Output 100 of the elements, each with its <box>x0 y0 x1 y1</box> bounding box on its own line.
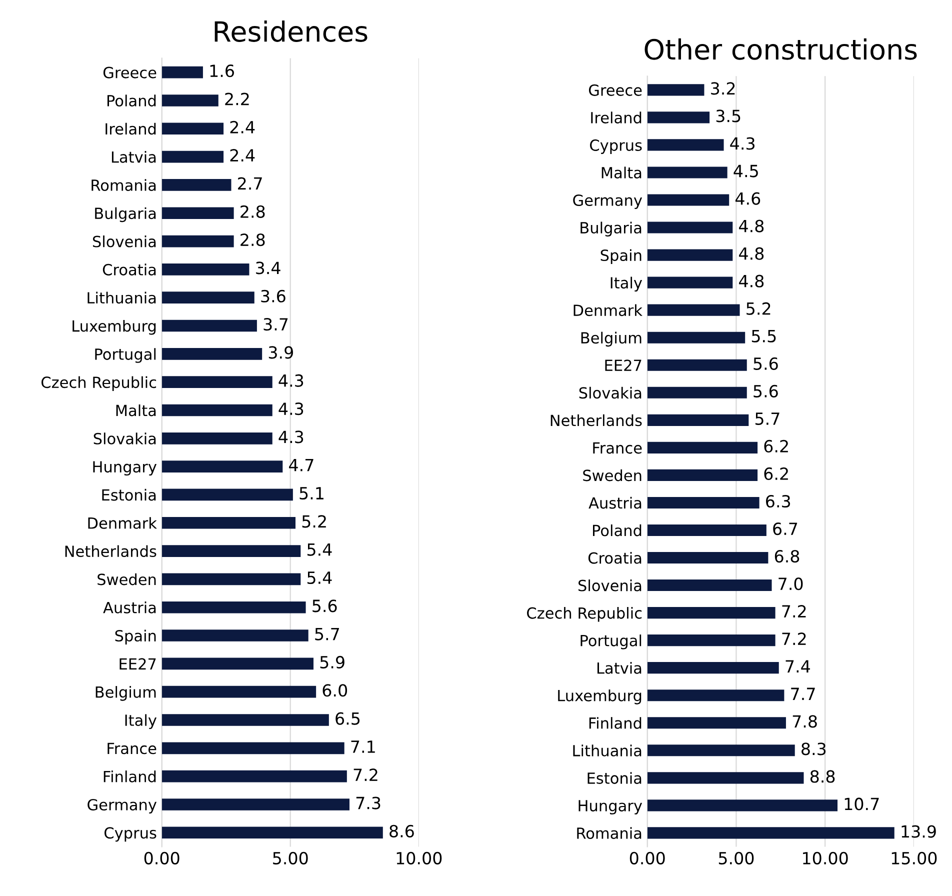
y-tick-label: Poland <box>107 94 156 106</box>
data-label: 10.7 <box>844 798 879 810</box>
bar <box>162 488 293 501</box>
y-tick-label: Belgium <box>96 686 156 701</box>
bar <box>647 580 772 592</box>
data-label: 3.7 <box>264 318 288 331</box>
bar <box>162 516 296 529</box>
x-tick-label: 5.00 <box>718 852 754 864</box>
data-label: 3.5 <box>716 110 740 122</box>
bar <box>162 264 250 276</box>
y-tick-label: Luxemburg <box>558 690 642 704</box>
y-tick-label: Denmark <box>574 304 642 316</box>
bar <box>162 66 203 78</box>
y-tick-label: Slovakia <box>94 432 156 444</box>
data-label: 4.8 <box>739 274 764 288</box>
bar <box>647 84 704 96</box>
bar <box>162 207 234 220</box>
bar <box>647 359 747 371</box>
data-label: 5.4 <box>307 572 332 584</box>
x-tick-label: 0.00 <box>144 852 180 864</box>
bar <box>647 607 776 619</box>
data-label: 5.9 <box>320 656 344 669</box>
y-tick-label: EE27 <box>120 658 156 670</box>
bar <box>647 690 784 702</box>
bar <box>647 717 786 729</box>
y-tick-label: Italy <box>610 276 642 292</box>
bar <box>647 139 724 151</box>
y-tick-label: Belgium <box>581 332 642 347</box>
y-tick-label: Slovenia <box>578 579 642 592</box>
data-label: 5.1 <box>300 487 324 500</box>
y-tick-label: Portugal <box>580 634 642 650</box>
data-label: 13.9 <box>902 825 936 838</box>
bar <box>162 630 308 642</box>
data-label: 8.8 <box>810 770 835 783</box>
data-label: 6.0 <box>322 684 348 697</box>
bar <box>647 800 838 812</box>
data-label: 2.2 <box>225 92 249 106</box>
bar <box>647 524 766 536</box>
data-label: 4.5 <box>734 164 758 178</box>
data-label: 7.4 <box>786 660 810 672</box>
bar <box>162 348 262 360</box>
y-tick-label: Romania <box>92 179 156 191</box>
y-tick-label: Estonia <box>102 488 156 501</box>
y-tick-label: Luxemburg <box>72 320 156 335</box>
data-label: 6.2 <box>764 440 788 453</box>
bar <box>162 742 344 754</box>
bar <box>647 552 768 564</box>
data-label: 2.8 <box>240 205 265 218</box>
y-tick-label: Spain <box>115 630 156 644</box>
data-label: 5.5 <box>752 330 776 342</box>
y-tick-label: Lithuania <box>573 744 642 756</box>
y-tick-label: Netherlands <box>550 414 642 426</box>
y-tick-label: Bulgaria <box>580 222 642 236</box>
bar <box>162 122 224 135</box>
bar <box>647 496 760 508</box>
bar <box>162 94 218 106</box>
y-tick-label: Bulgaria <box>95 207 156 222</box>
y-tick-label: Spain <box>600 249 642 264</box>
bar <box>162 798 350 810</box>
data-label: 3.9 <box>268 346 293 359</box>
y-tick-label: Austria <box>103 602 156 614</box>
data-label: 6.2 <box>764 467 788 480</box>
y-tick-label: Romania <box>577 827 642 839</box>
y-tick-label: Ireland <box>106 122 156 135</box>
bar <box>647 442 758 454</box>
y-tick-label: Czech Republic <box>527 606 642 622</box>
data-label: 4.7 <box>289 459 314 472</box>
data-label: 4.3 <box>730 137 754 150</box>
data-label: 7.2 <box>354 768 378 781</box>
data-label: 7.0 <box>778 578 803 590</box>
chart-title: Other constructions <box>644 38 917 60</box>
y-tick-label: Croatia <box>102 264 156 276</box>
data-label: 3.2 <box>711 82 735 95</box>
bar <box>647 276 733 288</box>
y-tick-label: Latvia <box>597 662 642 674</box>
bar <box>647 386 747 398</box>
x-tick-label: 10.00 <box>803 852 848 864</box>
bar <box>647 634 776 646</box>
data-label: 5.2 <box>746 302 770 315</box>
y-tick-label: Slovakia <box>579 386 642 399</box>
data-label: 6.5 <box>336 712 360 725</box>
data-label: 7.2 <box>782 632 806 645</box>
bar <box>162 179 232 191</box>
data-label: 7.1 <box>351 740 375 753</box>
data-label: 7.2 <box>782 605 806 618</box>
bar <box>647 414 749 426</box>
y-tick-label: France <box>593 442 642 454</box>
bar <box>647 222 733 234</box>
bar <box>647 194 730 206</box>
data-label: 2.4 <box>230 120 255 134</box>
y-tick-label: Germany <box>88 798 157 814</box>
data-label: 5.6 <box>754 384 778 398</box>
x-tick-label: 10.00 <box>396 852 442 864</box>
data-label: 7.7 <box>791 688 815 700</box>
bar <box>647 112 710 124</box>
data-label: 3.6 <box>261 290 286 302</box>
y-tick-label: France <box>108 742 156 754</box>
data-label: 4.3 <box>278 430 304 444</box>
bar <box>647 662 779 674</box>
bar <box>162 292 254 304</box>
